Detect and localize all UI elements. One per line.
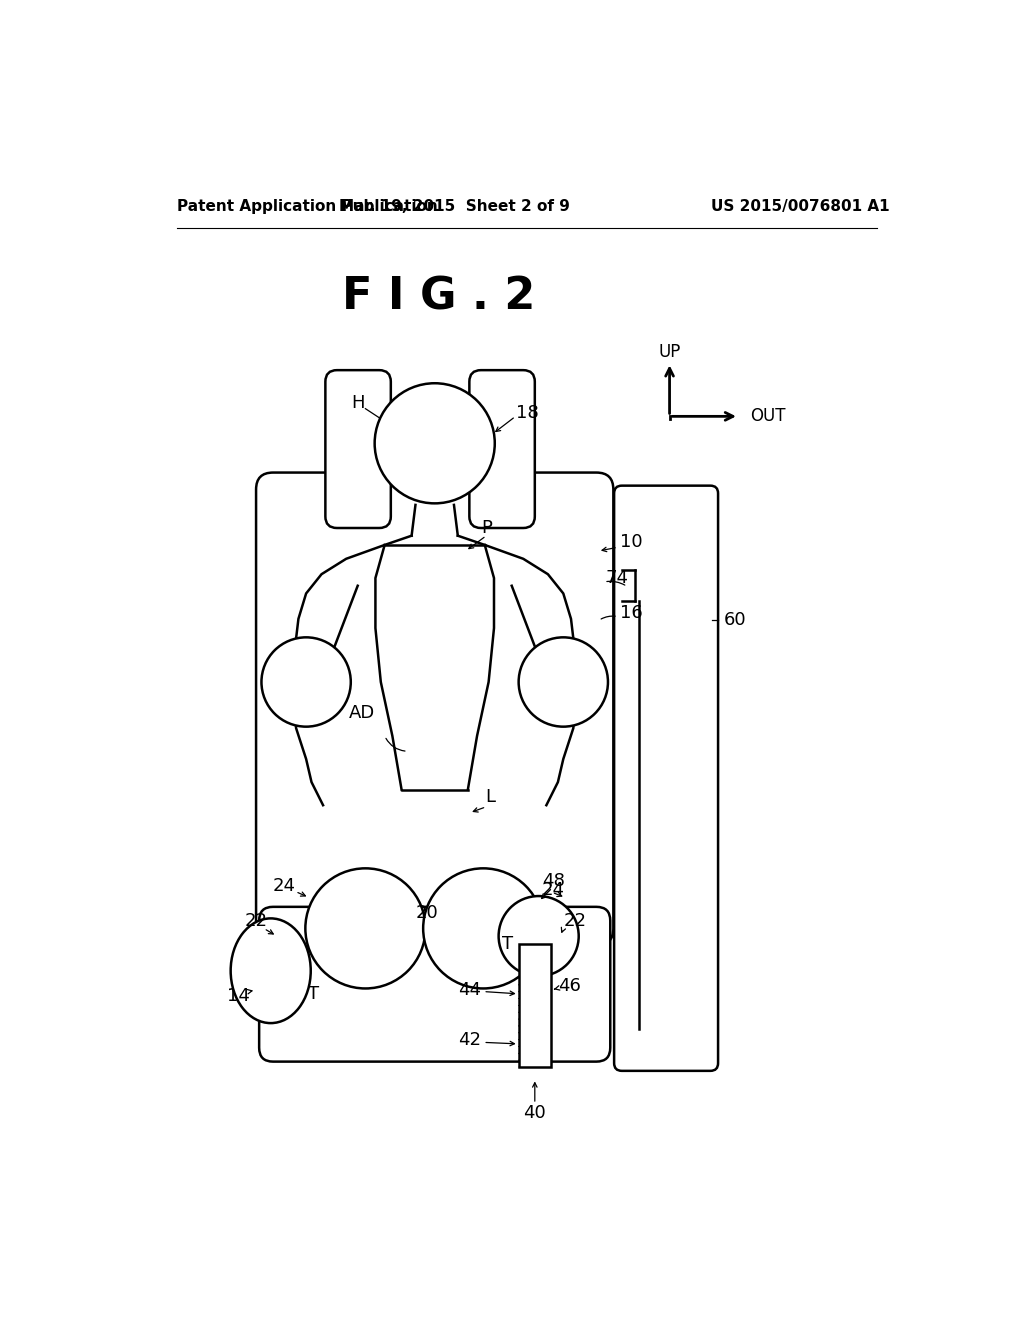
- Text: 16: 16: [620, 603, 642, 622]
- Circle shape: [305, 869, 425, 989]
- Text: 48: 48: [543, 871, 565, 890]
- Text: 14: 14: [227, 987, 250, 1005]
- FancyBboxPatch shape: [259, 907, 610, 1061]
- Text: 44: 44: [458, 981, 481, 999]
- Circle shape: [499, 896, 579, 977]
- Text: 60: 60: [724, 611, 746, 630]
- Ellipse shape: [230, 919, 310, 1023]
- Text: 18: 18: [515, 404, 539, 421]
- Text: 24: 24: [542, 880, 565, 899]
- Text: OUT: OUT: [751, 408, 785, 425]
- Circle shape: [423, 869, 544, 989]
- Text: 40: 40: [523, 1105, 546, 1122]
- Circle shape: [518, 638, 608, 726]
- Circle shape: [375, 383, 495, 503]
- Text: 22: 22: [564, 912, 587, 929]
- Text: F I G . 2: F I G . 2: [342, 276, 536, 318]
- Text: 10: 10: [620, 533, 642, 550]
- FancyBboxPatch shape: [614, 486, 718, 1071]
- Text: 74: 74: [605, 569, 629, 587]
- Text: 22: 22: [245, 912, 267, 929]
- Text: 24: 24: [273, 876, 296, 895]
- Text: L: L: [484, 788, 495, 807]
- Text: Mar. 19, 2015  Sheet 2 of 9: Mar. 19, 2015 Sheet 2 of 9: [339, 198, 569, 214]
- Text: Patent Application Publication: Patent Application Publication: [177, 198, 437, 214]
- Text: T: T: [503, 935, 513, 953]
- Text: H: H: [351, 395, 365, 412]
- Text: T: T: [308, 985, 319, 1003]
- FancyBboxPatch shape: [256, 473, 613, 945]
- Text: UP: UP: [658, 343, 681, 362]
- Text: 20: 20: [416, 904, 438, 921]
- Text: P: P: [481, 519, 493, 537]
- Text: 42: 42: [458, 1031, 481, 1049]
- Text: US 2015/0076801 A1: US 2015/0076801 A1: [711, 198, 890, 214]
- FancyBboxPatch shape: [469, 370, 535, 528]
- Circle shape: [261, 638, 351, 726]
- Text: 46: 46: [558, 977, 581, 995]
- FancyBboxPatch shape: [326, 370, 391, 528]
- Text: AD: AD: [348, 704, 375, 722]
- Bar: [518, 944, 551, 1067]
